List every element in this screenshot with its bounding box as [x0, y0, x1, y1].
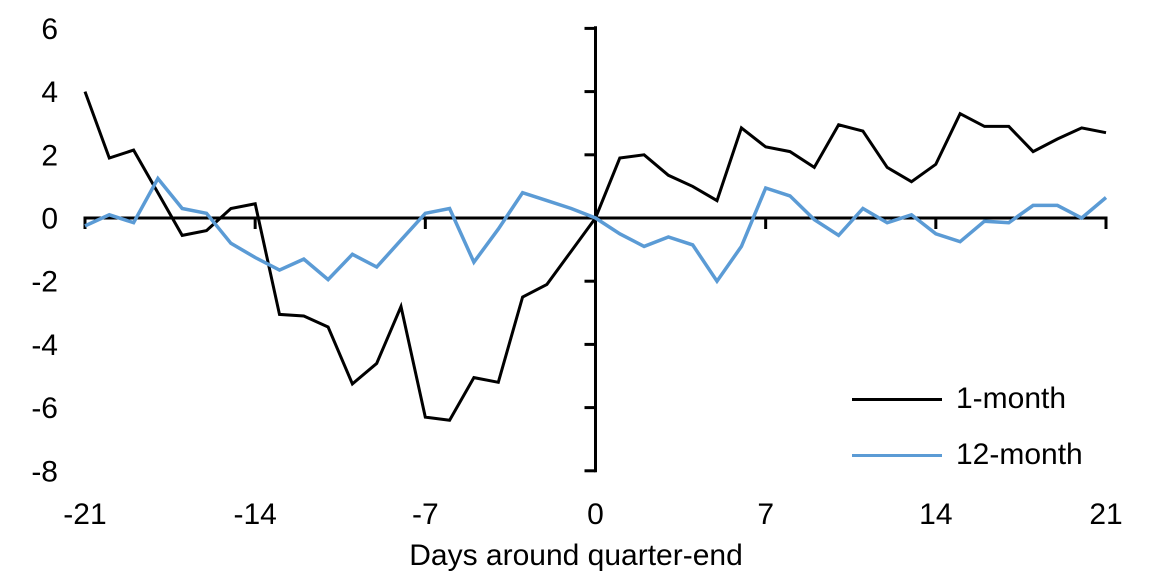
legend-label-1-month: 1-month [956, 382, 1067, 415]
legend-line-swatch-1-month [852, 397, 942, 401]
x-tick-label: 14 [919, 498, 952, 531]
x-tick-label: 21 [1089, 498, 1122, 531]
x-tick-label: -21 [63, 498, 106, 531]
y-tick-label: -2 [31, 266, 58, 299]
legend-line-swatch-12-month [852, 453, 942, 457]
y-tick-label: -8 [31, 455, 58, 488]
y-tick-label: 4 [41, 76, 58, 109]
y-tick-label: 2 [41, 139, 58, 172]
legend-label-12-month: 12-month [956, 438, 1083, 471]
legend-item-12-month: 12-month [852, 439, 1083, 471]
series-line-12-month [84, 175, 1108, 285]
legend-item-1-month: 1-month [852, 383, 1066, 415]
y-tick-label: 0 [41, 203, 58, 236]
y-tick-label: 6 [41, 13, 58, 46]
x-axis-title: Days around quarter-end [409, 539, 743, 572]
x-tick-label: -14 [233, 498, 276, 531]
x-tick-label: 7 [757, 498, 774, 531]
y-tick-label: -6 [31, 392, 58, 425]
x-tick-label: 0 [587, 498, 604, 531]
x-tick-label: -7 [412, 498, 439, 531]
y-tick-label: -4 [31, 329, 58, 362]
